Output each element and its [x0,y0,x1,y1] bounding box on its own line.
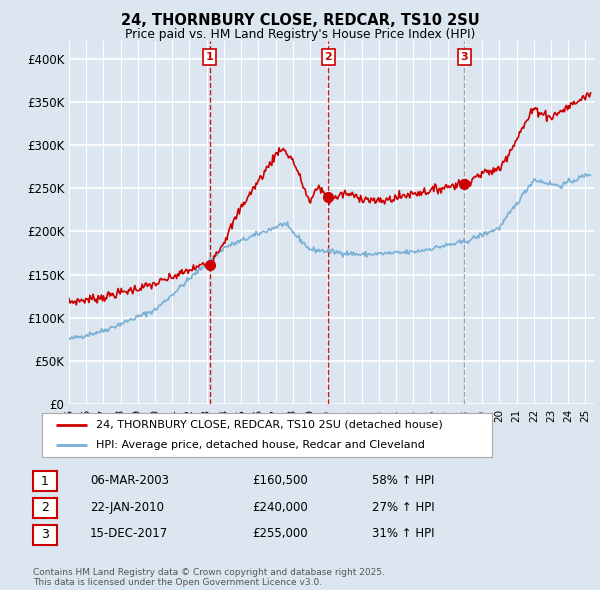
Text: Contains HM Land Registry data © Crown copyright and database right 2025.
This d: Contains HM Land Registry data © Crown c… [33,568,385,587]
Text: HPI: Average price, detached house, Redcar and Cleveland: HPI: Average price, detached house, Redc… [96,440,425,450]
Text: 22-JAN-2010: 22-JAN-2010 [90,501,164,514]
Text: £160,500: £160,500 [252,474,308,487]
Text: 27% ↑ HPI: 27% ↑ HPI [372,501,434,514]
Text: Price paid vs. HM Land Registry's House Price Index (HPI): Price paid vs. HM Land Registry's House … [125,28,475,41]
Text: £240,000: £240,000 [252,501,308,514]
Text: 31% ↑ HPI: 31% ↑ HPI [372,527,434,540]
Text: 2: 2 [325,52,332,62]
Text: 58% ↑ HPI: 58% ↑ HPI [372,474,434,487]
Text: 24, THORNBURY CLOSE, REDCAR, TS10 2SU: 24, THORNBURY CLOSE, REDCAR, TS10 2SU [121,13,479,28]
Text: 15-DEC-2017: 15-DEC-2017 [90,527,168,540]
Text: 3: 3 [41,528,49,541]
Text: 1: 1 [41,475,49,488]
Text: £255,000: £255,000 [252,527,308,540]
Text: 2: 2 [41,502,49,514]
Text: 3: 3 [460,52,468,62]
Text: 1: 1 [206,52,214,62]
Text: 24, THORNBURY CLOSE, REDCAR, TS10 2SU (detached house): 24, THORNBURY CLOSE, REDCAR, TS10 2SU (d… [96,420,443,430]
Text: 06-MAR-2003: 06-MAR-2003 [90,474,169,487]
